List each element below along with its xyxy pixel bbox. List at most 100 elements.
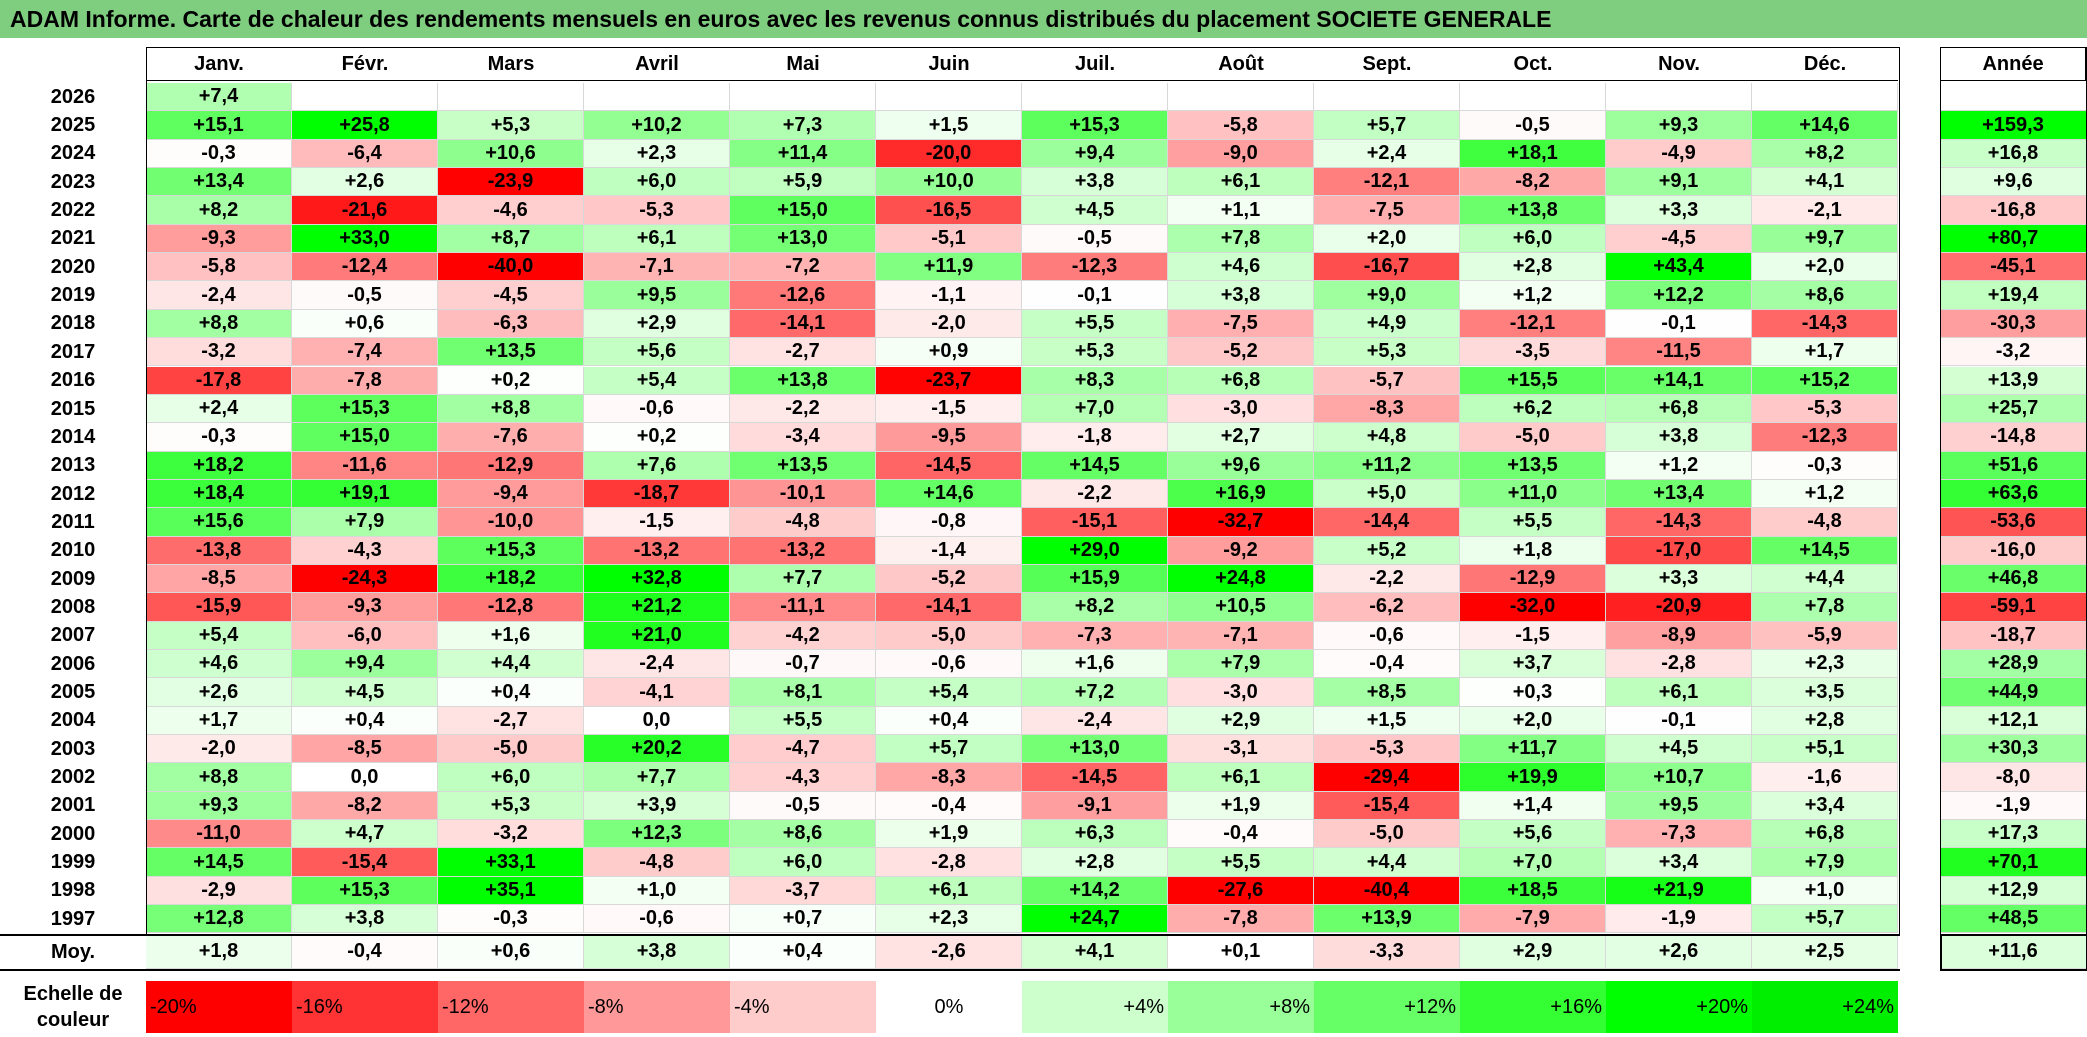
heatmap-cell: -5,3 (1752, 394, 1898, 424)
average-cell: +4,1 (1022, 935, 1168, 969)
heatmap-cell: -2,4 (1022, 706, 1168, 736)
heatmap-cell: +8,8 (146, 763, 292, 792)
heatmap-cell: +10,5 (1168, 593, 1314, 622)
heatmap-cell: -0,3 (146, 139, 292, 169)
heatmap-cell: -12,4 (292, 253, 438, 282)
heatmap-cell: +15,9 (1022, 564, 1168, 594)
heatmap-cell: -1,8 (1022, 423, 1168, 452)
heatmap-cell: +13,8 (730, 366, 876, 395)
heatmap-cell: +6,1 (876, 876, 1022, 906)
heatmap-cell: +15,3 (438, 536, 584, 565)
heatmap-cell: -1,5 (876, 394, 1022, 424)
month-header: Févr. (292, 47, 438, 81)
annual-cell: +13,9 (1940, 366, 2086, 395)
heatmap-cell (1314, 83, 1460, 112)
heatmap-cell: -14,3 (1752, 309, 1898, 339)
heatmap-cell: -1,9 (1606, 905, 1752, 934)
heatmap-cell: +9,3 (1606, 111, 1752, 140)
chart-title: ADAM Informe. Carte de chaleur des rende… (0, 0, 2087, 38)
heatmap-cell: -14,5 (1022, 763, 1168, 792)
heatmap-cell: -0,6 (584, 905, 730, 934)
annual-cell: +9,6 (1940, 168, 2086, 197)
heatmap-cell (1752, 83, 1898, 112)
heatmap-cell: -3,2 (146, 338, 292, 367)
color-scale-step: -12% (438, 981, 584, 1033)
heatmap-cell: +15,5 (1460, 366, 1606, 395)
heatmap-cell: -8,5 (146, 564, 292, 594)
heatmap-cell: -3,7 (730, 876, 876, 906)
year-label: 2026 (50, 85, 96, 108)
heatmap-cell: -5,2 (1168, 338, 1314, 367)
heatmap-cell: -12,1 (1460, 309, 1606, 339)
heatmap-cell: -14,5 (876, 451, 1022, 480)
heatmap-cell: -0,3 (146, 423, 292, 452)
heatmap-cell: +7,8 (1752, 593, 1898, 622)
year-label: 2009 (50, 567, 96, 590)
heatmap-cell: -5,0 (1460, 423, 1606, 452)
heatmap-cell: +9,4 (292, 650, 438, 679)
heatmap-cell: +13,5 (438, 338, 584, 367)
heatmap-cell: -0,4 (1314, 650, 1460, 679)
heatmap-cell: +6,3 (1022, 820, 1168, 849)
heatmap-cell: +14,5 (1022, 451, 1168, 480)
heatmap-cell: +4,5 (1606, 735, 1752, 764)
heatmap-cell: +10,6 (438, 139, 584, 169)
heatmap-cell: +8,2 (1022, 593, 1168, 622)
heatmap-cell: -5,8 (1168, 111, 1314, 140)
heatmap-cell: +2,0 (1314, 224, 1460, 254)
color-scale-step: 0% (876, 981, 1022, 1033)
color-scale-step: -8% (584, 981, 730, 1033)
heatmap-cell: -3,4 (730, 423, 876, 452)
heatmap-cell: -1,1 (876, 281, 1022, 310)
heatmap-cell: -14,1 (730, 309, 876, 339)
heatmap-cell: +1,6 (1022, 650, 1168, 679)
month-header: Sept. (1314, 47, 1460, 81)
heatmap-cell: +6,0 (1460, 224, 1606, 254)
heatmap-cell: +5,5 (1460, 508, 1606, 537)
heatmap-cell: -5,9 (1752, 621, 1898, 650)
heatmap-cell: -4,9 (1606, 139, 1752, 169)
heatmap-cell: -9,5 (876, 423, 1022, 452)
heatmap-cell: +7,6 (584, 451, 730, 480)
heatmap-cell: -2,2 (1314, 564, 1460, 594)
month-header: Avril (584, 47, 730, 81)
heatmap-cell: +14,6 (876, 479, 1022, 509)
heatmap-cell: -20,9 (1606, 593, 1752, 622)
heatmap-cell: -9,2 (1168, 536, 1314, 565)
heatmap-cell: +0,7 (730, 905, 876, 934)
heatmap-cell: +9,7 (1752, 224, 1898, 254)
year-label: 1999 (50, 851, 96, 874)
heatmap-cell: -0,1 (1606, 309, 1752, 339)
heatmap-cell: -5,2 (876, 564, 1022, 594)
heatmap-cell: +11,9 (876, 253, 1022, 282)
annual-cell: +46,8 (1940, 564, 2086, 594)
heatmap-cell: -0,3 (438, 905, 584, 934)
heatmap-cell: +9,0 (1314, 281, 1460, 310)
heatmap-cell: -12,1 (1314, 168, 1460, 197)
heatmap-cell: -17,8 (146, 366, 292, 395)
heatmap-cell: -4,3 (292, 536, 438, 565)
heatmap-cell: -17,0 (1606, 536, 1752, 565)
heatmap-cell: +1,0 (1752, 876, 1898, 906)
heatmap-cell: -40,4 (1314, 876, 1460, 906)
year-label: 2002 (50, 766, 96, 789)
heatmap-cell: +5,7 (1314, 111, 1460, 140)
heatmap-cell: 0,0 (584, 706, 730, 736)
heatmap-cell: -15,1 (1022, 508, 1168, 537)
month-header: Nov. (1606, 47, 1752, 81)
heatmap-cell: +14,2 (1022, 876, 1168, 906)
heatmap-cell: -2,8 (1606, 650, 1752, 679)
color-scale-step: +12% (1314, 981, 1460, 1033)
heatmap-cell: +2,3 (584, 139, 730, 169)
heatmap-cell: +4,5 (1022, 196, 1168, 225)
heatmap-cell: -4,5 (438, 281, 584, 310)
heatmap-cell: -0,1 (1022, 281, 1168, 310)
heatmap-cell: +2,4 (1314, 139, 1460, 169)
heatmap-cell: +1,2 (1752, 479, 1898, 509)
heatmap-cell: -4,3 (730, 763, 876, 792)
annual-cell: -16,8 (1940, 196, 2086, 225)
heatmap-cell: -5,0 (438, 735, 584, 764)
heatmap-cell: -6,4 (292, 139, 438, 169)
heatmap-cell: +5,3 (1022, 338, 1168, 367)
heatmap-cell: +5,3 (1314, 338, 1460, 367)
